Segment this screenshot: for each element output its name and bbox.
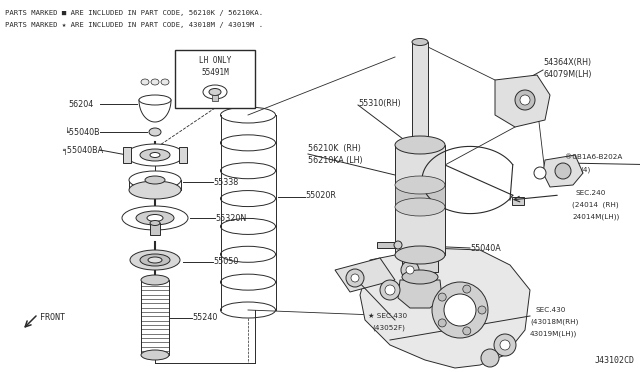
Circle shape (385, 285, 395, 295)
Text: SEC.430: SEC.430 (535, 307, 565, 313)
Ellipse shape (412, 38, 428, 45)
Circle shape (534, 167, 546, 179)
Bar (377, 242, 399, 248)
Text: 56210K  (RH): 56210K (RH) (308, 144, 361, 153)
Text: J43102CD: J43102CD (595, 356, 635, 365)
Circle shape (406, 266, 414, 274)
Polygon shape (360, 248, 530, 368)
Text: ®0B1A6-B202A: ®0B1A6-B202A (565, 154, 622, 160)
Circle shape (481, 349, 499, 367)
Ellipse shape (139, 95, 171, 105)
Ellipse shape (140, 254, 170, 266)
Text: ★ SEC.430: ★ SEC.430 (368, 313, 407, 319)
Ellipse shape (150, 221, 160, 225)
Text: R: R (538, 170, 542, 176)
Ellipse shape (394, 241, 402, 249)
Circle shape (463, 285, 471, 293)
Circle shape (494, 334, 516, 356)
Bar (150, 223, 160, 235)
Ellipse shape (395, 176, 445, 194)
Ellipse shape (395, 246, 445, 264)
Text: 55491M: 55491M (201, 67, 229, 77)
Text: 54364X(RH): 54364X(RH) (543, 58, 591, 67)
Text: LH ONLY: LH ONLY (199, 55, 231, 64)
Polygon shape (495, 75, 550, 127)
Text: (4): (4) (580, 167, 590, 173)
Circle shape (351, 274, 359, 282)
Bar (395, 145, 445, 255)
Text: 56210KA (LH): 56210KA (LH) (308, 155, 363, 164)
Polygon shape (398, 280, 442, 308)
Ellipse shape (395, 198, 445, 216)
Ellipse shape (141, 79, 149, 85)
Text: 64079M(LH): 64079M(LH) (543, 70, 591, 78)
Ellipse shape (148, 257, 162, 263)
Ellipse shape (149, 128, 161, 136)
Bar (141, 280, 169, 355)
Circle shape (555, 163, 571, 179)
Ellipse shape (203, 85, 227, 99)
Bar (175, 50, 255, 108)
Circle shape (346, 269, 364, 287)
Ellipse shape (129, 181, 181, 199)
Text: (43018M(RH): (43018M(RH) (530, 319, 579, 325)
Text: ╘55040B: ╘55040B (65, 128, 100, 137)
Circle shape (444, 294, 476, 326)
Ellipse shape (145, 176, 165, 184)
Ellipse shape (147, 215, 163, 221)
Text: 55050: 55050 (213, 257, 238, 266)
Ellipse shape (161, 79, 169, 85)
Ellipse shape (122, 206, 188, 230)
Circle shape (463, 327, 471, 335)
Text: PARTS MARKED ■ ARE INCLUDED IN PART CODE, 56210K / 56210KA.: PARTS MARKED ■ ARE INCLUDED IN PART CODE… (5, 10, 263, 16)
Text: 55338: 55338 (213, 177, 238, 186)
Bar (395, 185, 445, 207)
Text: 55040A: 55040A (470, 244, 500, 253)
Circle shape (380, 280, 400, 300)
Circle shape (401, 261, 419, 279)
Text: (43052F): (43052F) (372, 325, 405, 331)
Bar (402, 250, 438, 272)
Ellipse shape (402, 270, 438, 284)
Ellipse shape (151, 79, 159, 85)
Ellipse shape (140, 149, 170, 161)
Circle shape (515, 90, 535, 110)
Bar (412, 42, 428, 145)
Text: ╕55040BA: ╕55040BA (62, 145, 103, 154)
Ellipse shape (141, 275, 169, 285)
Text: (24014  (RH): (24014 (RH) (572, 202, 619, 208)
Ellipse shape (126, 144, 184, 166)
Circle shape (500, 340, 510, 350)
Polygon shape (335, 258, 395, 292)
Bar (512, 197, 524, 205)
Circle shape (432, 282, 488, 338)
Text: 55320N: 55320N (215, 214, 246, 222)
Text: 55020R: 55020R (305, 190, 336, 199)
Ellipse shape (412, 141, 428, 148)
Bar (123, 147, 131, 163)
Text: FRONT: FRONT (40, 314, 65, 323)
Text: 55310(RH): 55310(RH) (358, 99, 401, 108)
Ellipse shape (130, 250, 180, 270)
Circle shape (478, 306, 486, 314)
Text: 55240: 55240 (192, 314, 218, 323)
Circle shape (438, 293, 446, 301)
Text: SEC.240: SEC.240 (575, 190, 605, 196)
Text: 24014M(LH)): 24014M(LH)) (572, 214, 620, 220)
Ellipse shape (395, 136, 445, 154)
Circle shape (438, 319, 446, 327)
Text: PARTS MARKED ★ ARE INCLUDED IN PART CODE, 43018M / 43019M .: PARTS MARKED ★ ARE INCLUDED IN PART CODE… (5, 22, 263, 28)
Polygon shape (543, 155, 583, 187)
Ellipse shape (129, 171, 181, 189)
Bar (179, 147, 187, 163)
Text: 43019M(LH)): 43019M(LH)) (530, 331, 577, 337)
Ellipse shape (141, 350, 169, 360)
Ellipse shape (150, 153, 160, 157)
Circle shape (520, 95, 530, 105)
Ellipse shape (209, 89, 221, 96)
Bar (212, 95, 218, 101)
Text: 56204: 56204 (68, 99, 93, 109)
Ellipse shape (136, 211, 174, 225)
